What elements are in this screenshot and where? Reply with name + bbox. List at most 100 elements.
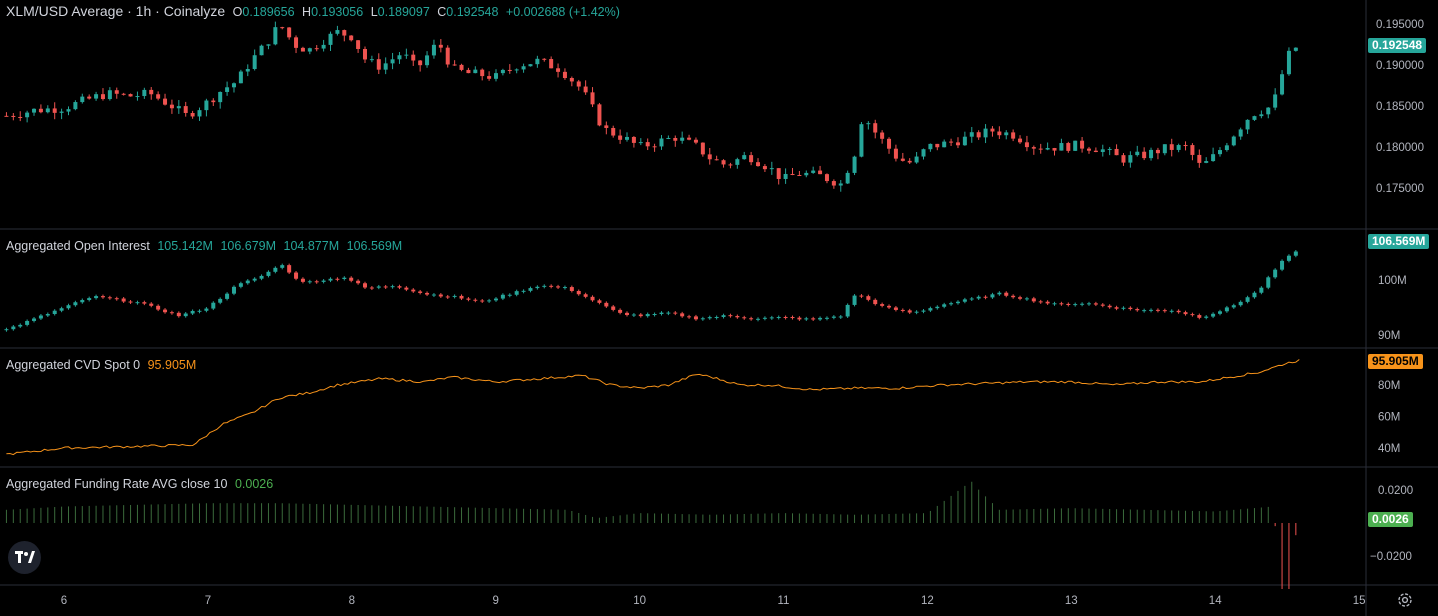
candle-body <box>25 112 30 118</box>
candle-body <box>452 64 457 66</box>
candle-body <box>4 329 9 331</box>
candle-body <box>487 300 492 302</box>
price-candle <box>169 99 174 114</box>
price-candle <box>735 157 740 169</box>
candle-body <box>1059 143 1064 151</box>
price-candle <box>1273 88 1278 111</box>
candle-body <box>487 76 492 79</box>
oi-candle <box>452 294 457 299</box>
price-candle <box>756 158 761 167</box>
price-candle <box>1114 144 1119 156</box>
price-candle <box>569 76 574 87</box>
oi-candle <box>425 291 430 297</box>
price-candle <box>728 162 733 169</box>
price-tick-label: 0.185000 <box>1376 101 1424 113</box>
candle-body <box>1190 145 1195 155</box>
price-candle <box>659 135 664 150</box>
candle-body <box>404 287 409 290</box>
price-candle <box>1135 145 1140 157</box>
candle-body <box>1066 303 1071 305</box>
oi-candle <box>59 306 64 313</box>
candle-body <box>569 287 574 291</box>
candle-body <box>307 48 312 52</box>
oi-candle <box>1059 301 1064 306</box>
oi-candle <box>493 297 498 302</box>
candle-body <box>1155 149 1160 154</box>
candle-body <box>1259 114 1264 117</box>
price-candle <box>611 125 616 138</box>
gear-icon[interactable] <box>1396 591 1414 609</box>
price-candle <box>1217 147 1222 157</box>
oi-candle <box>1197 313 1202 320</box>
candle-body <box>1293 47 1298 51</box>
candle-body <box>762 317 767 319</box>
oi-candle <box>252 277 257 283</box>
candle-body <box>756 162 761 167</box>
price-candle <box>280 26 285 30</box>
candle-body <box>597 104 602 126</box>
time-tick-label: 11 <box>778 595 790 607</box>
candle-body <box>163 309 168 313</box>
price-candle <box>1231 135 1236 147</box>
price-tick-label: 0.195000 <box>1376 19 1424 31</box>
candle-body <box>528 64 533 67</box>
time-tick-label: 12 <box>921 595 934 607</box>
candle-body <box>383 63 388 70</box>
candle-body <box>1018 297 1023 299</box>
oi-title[interactable]: Aggregated Open Interest <box>6 239 150 253</box>
price-candle <box>176 100 181 114</box>
candle-body <box>204 100 209 111</box>
candle-body <box>838 316 843 318</box>
oi-candle <box>459 294 464 301</box>
price-candle <box>52 102 57 120</box>
time-tick-label: 13 <box>1065 595 1078 607</box>
oi-candle <box>838 314 843 319</box>
candle-body <box>852 295 857 305</box>
oi-candle <box>231 285 236 296</box>
price-candle <box>349 35 354 42</box>
tradingview-logo-icon[interactable] <box>8 541 41 574</box>
oi-candle <box>521 289 526 294</box>
main-legend: XLM/USD Average · 1h · Coinalyze O0.1896… <box>6 3 624 19</box>
price-candle <box>1031 145 1036 155</box>
oi-candle <box>411 288 416 293</box>
oi-candle <box>569 285 574 293</box>
oi-candle <box>611 304 616 312</box>
symbol-title[interactable]: XLM/USD Average · 1h · Coinalyze <box>6 3 226 19</box>
candle-body <box>1176 145 1181 150</box>
price-candle <box>914 151 919 164</box>
price-candle <box>418 60 423 72</box>
candle-body <box>521 290 526 292</box>
oi-candle <box>38 314 43 320</box>
price-candle <box>900 152 905 162</box>
funding-title[interactable]: Aggregated Funding Rate AVG close 10 <box>6 477 228 491</box>
candle-body <box>80 300 85 303</box>
price-candle <box>783 168 788 184</box>
oi-candle <box>749 316 754 321</box>
price-candle <box>576 79 581 91</box>
price-candle <box>549 56 554 69</box>
candle-body <box>452 295 457 297</box>
oi-candle <box>921 309 926 314</box>
cvd-title[interactable]: Aggregated CVD Spot 0 <box>6 358 141 372</box>
candle-body <box>928 308 933 311</box>
oi-candle <box>1093 301 1098 307</box>
candle-body <box>735 316 740 318</box>
candle-body <box>859 124 864 157</box>
oi-candle <box>211 301 216 311</box>
candle-body <box>280 27 285 29</box>
price-candle <box>1093 147 1098 153</box>
candle-body <box>1121 155 1126 163</box>
oi-candle <box>80 298 85 304</box>
close-label: C <box>437 5 447 19</box>
oi-candle <box>962 297 967 304</box>
candle-body <box>887 138 892 149</box>
candle-body <box>190 112 195 117</box>
candle-body <box>1149 309 1154 311</box>
oi-candle <box>756 317 761 322</box>
price-candle <box>1038 143 1043 154</box>
oi-candle <box>1176 309 1181 314</box>
candle-body <box>693 139 698 143</box>
candle-body <box>831 316 836 318</box>
